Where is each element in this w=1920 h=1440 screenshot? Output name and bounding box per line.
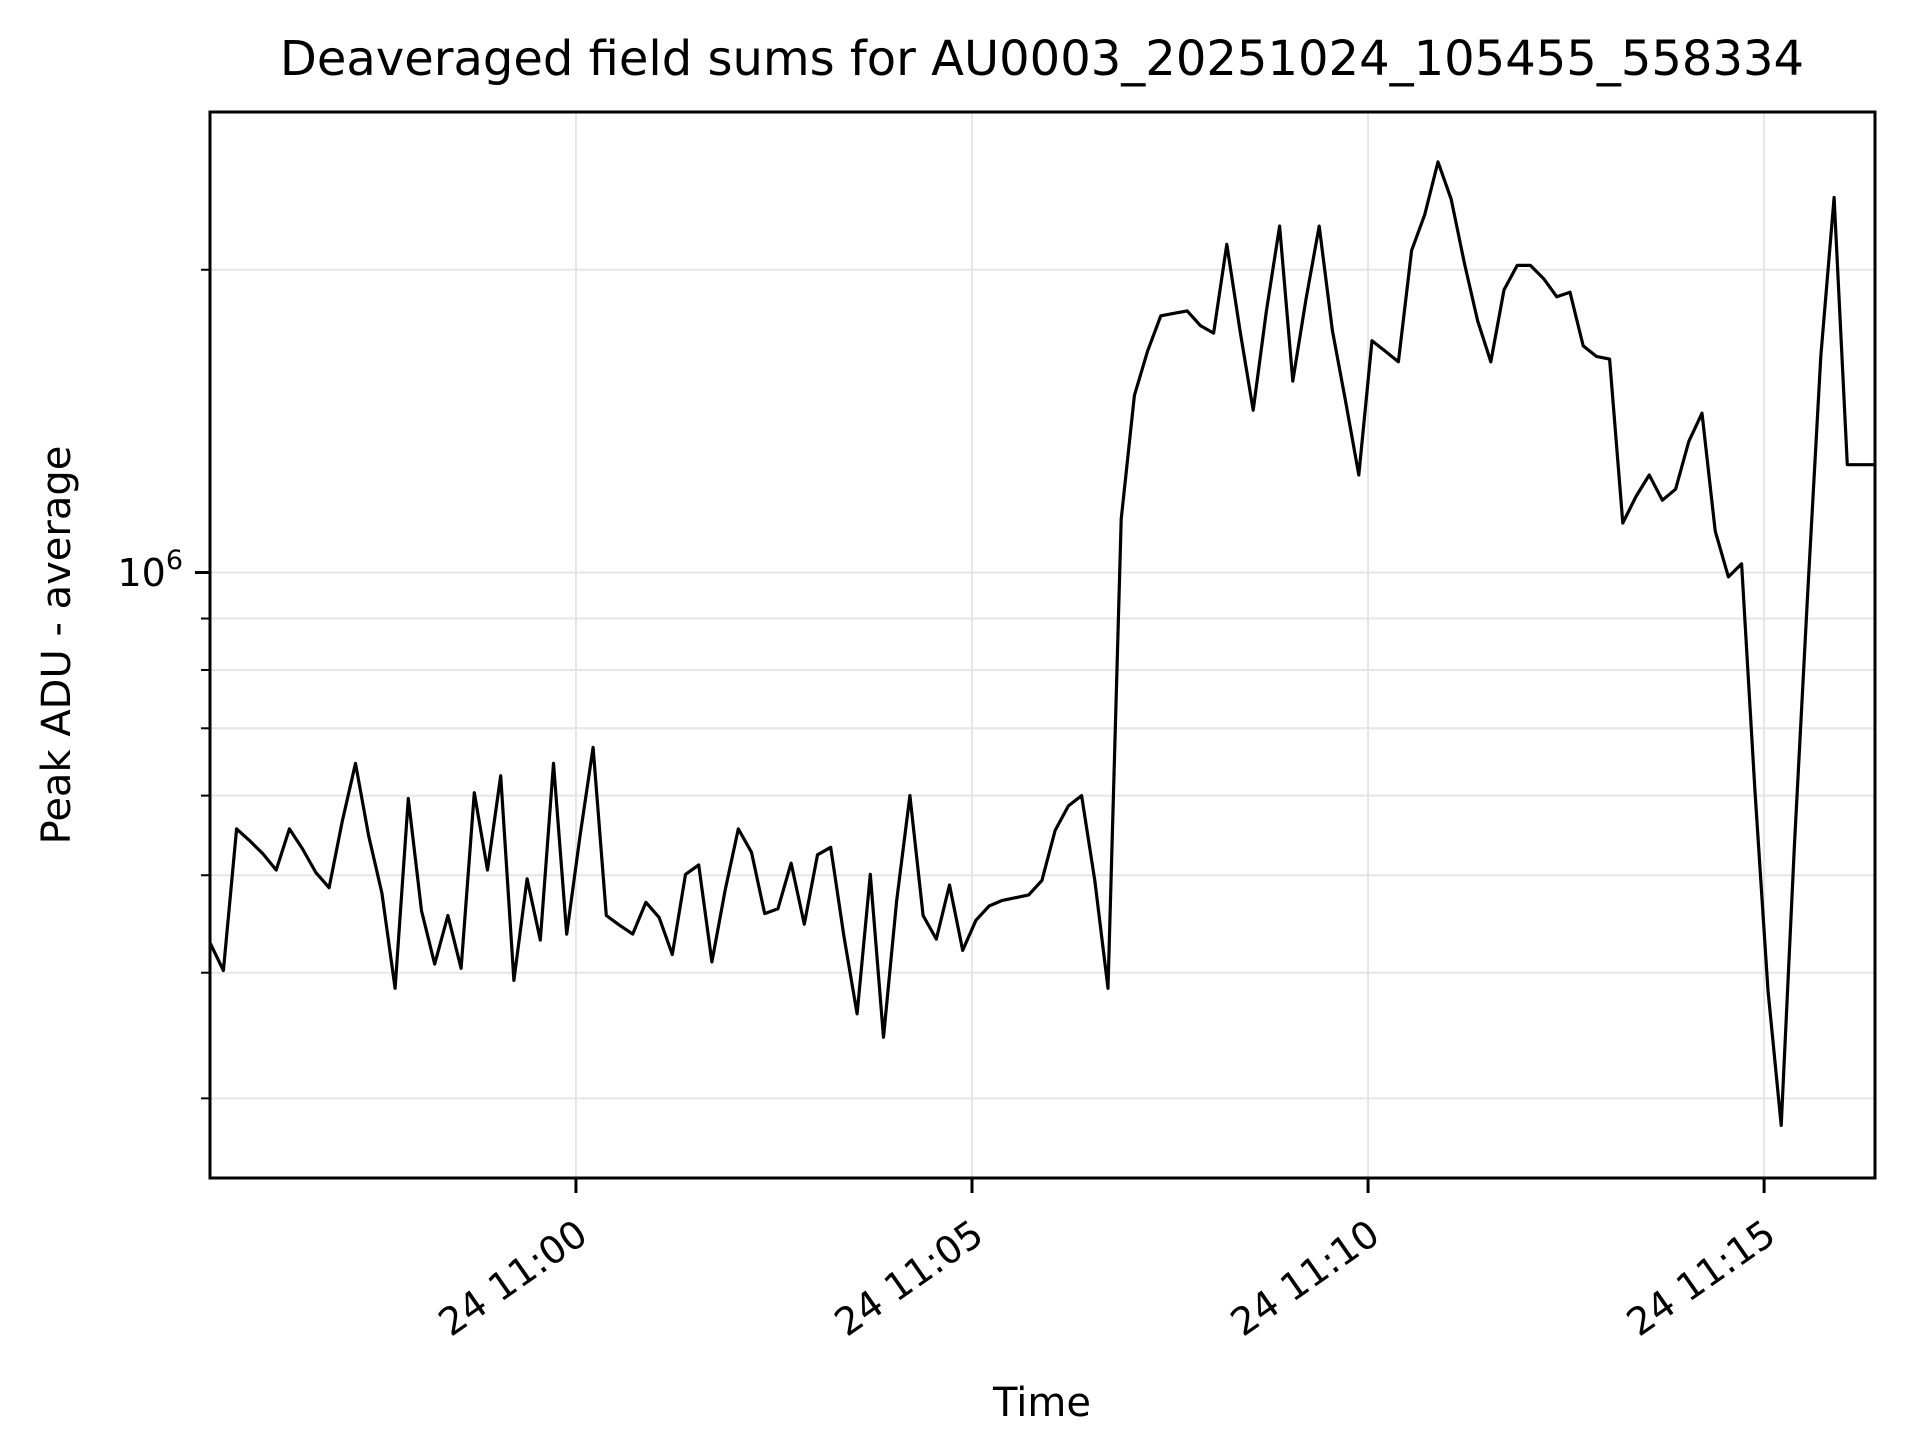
x-tick-label: 24 11:15: [1619, 1211, 1783, 1345]
tick-marks: [195, 268, 1766, 1193]
plot-border: [208, 110, 1877, 1180]
axes-spines: [208, 110, 1877, 1180]
data-line: [208, 160, 1876, 1128]
x-tick-labels: 24 11:00 24 11:05 24 11:10 24 11:15: [431, 1211, 1784, 1345]
x-axis-label: Time: [992, 1380, 1091, 1426]
data-series-layer: [208, 160, 1876, 1128]
x-tick-label: 24 11:05: [827, 1211, 991, 1345]
y-axis-label: Peak ADU - average: [34, 446, 80, 845]
gridlines: [210, 112, 1875, 1178]
x-tick-label: 24 11:00: [431, 1211, 595, 1345]
y-major-tick-label: 106: [117, 545, 183, 595]
chart-title: Deaveraged field sums for AU0003_2025102…: [280, 31, 1804, 87]
x-tick-label: 24 11:10: [1223, 1211, 1387, 1345]
